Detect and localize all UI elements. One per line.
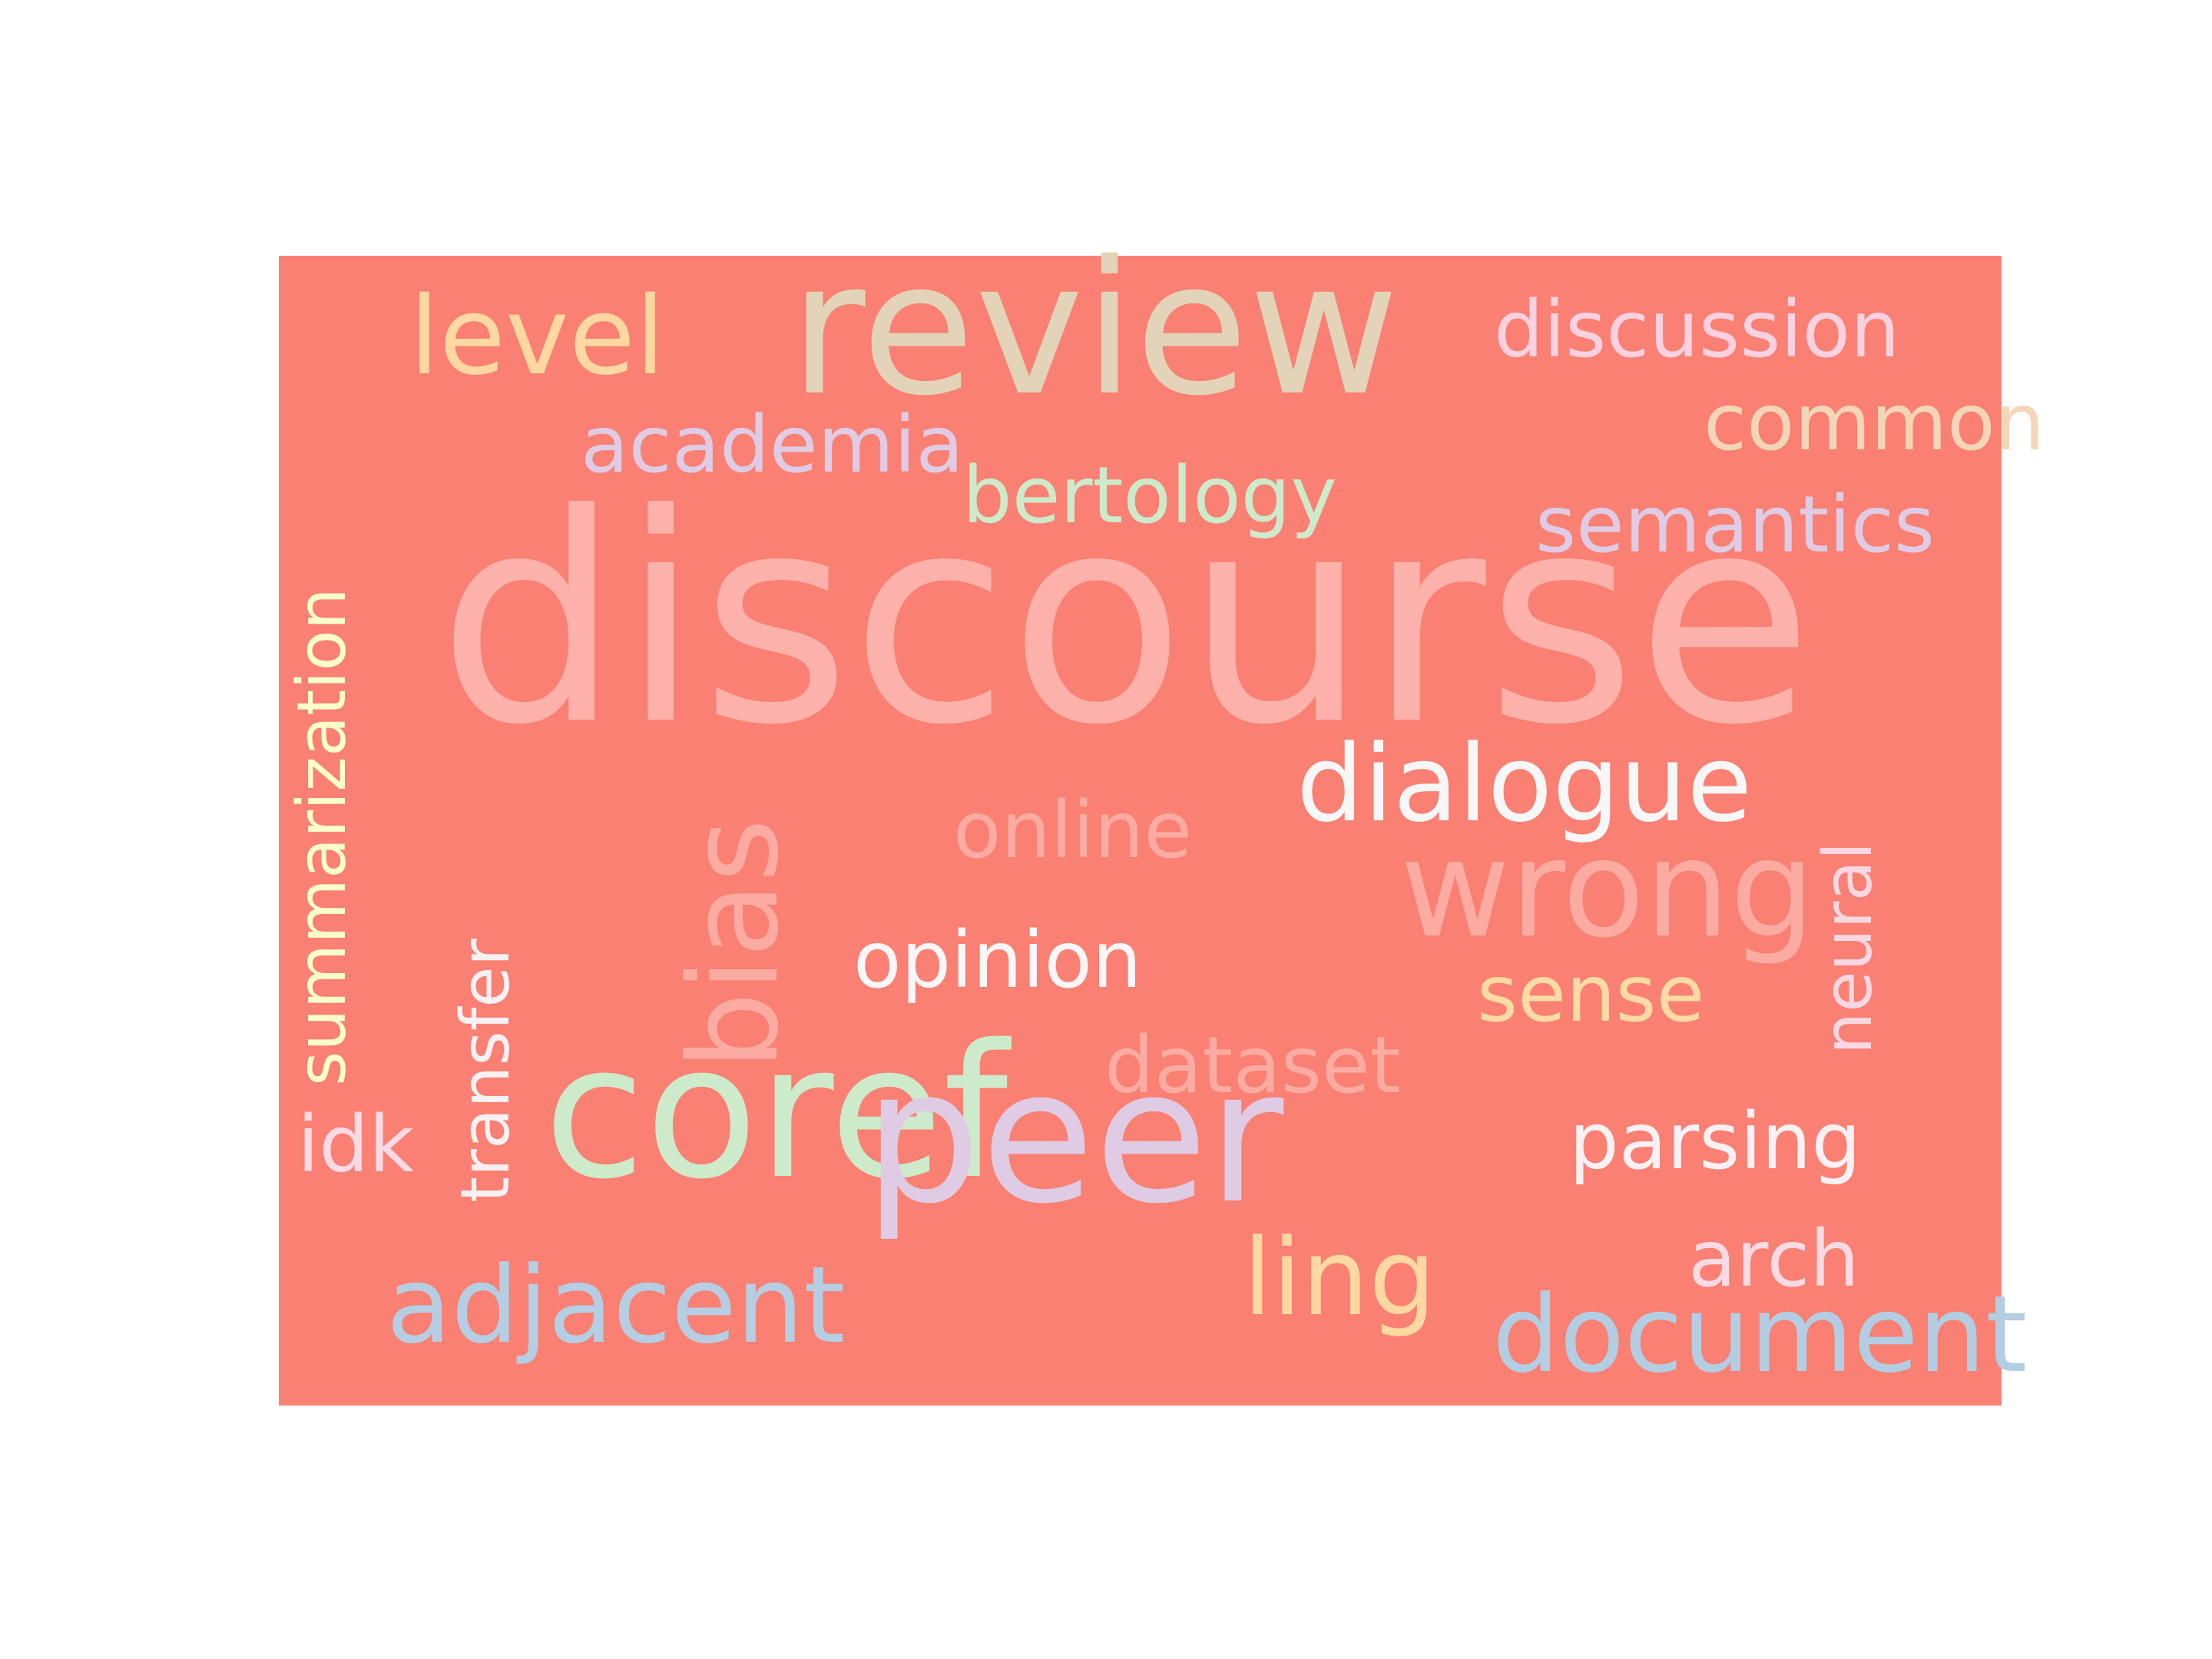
word-ling: ling xyxy=(1243,1216,1436,1339)
word-wrong: wrong xyxy=(1400,812,1816,968)
word-semantics: semantics xyxy=(1535,479,1935,571)
word-neural: neural xyxy=(1809,841,1887,1055)
word-discussion: discussion xyxy=(1494,284,1900,376)
word-online: online xyxy=(953,785,1193,876)
word-coref: coref xyxy=(544,1005,1008,1220)
word-transfer: transfer xyxy=(446,939,525,1203)
word-dataset: dataset xyxy=(1104,1020,1401,1111)
word-dialogue: dialogue xyxy=(1296,722,1753,846)
word-adjacent: adjacent xyxy=(386,1243,846,1367)
word-parsing: parsing xyxy=(1569,1096,1862,1187)
word-summarization: summarization xyxy=(283,588,361,1086)
word-sense: sense xyxy=(1477,949,1705,1040)
word-document: document xyxy=(1492,1273,2028,1396)
word-academia: academia xyxy=(581,399,964,491)
word-common: common xyxy=(1704,377,2045,469)
word-idk: idk xyxy=(297,1099,415,1190)
word-discourse: discourse xyxy=(438,453,1814,788)
word-peer: peer xyxy=(864,1029,1284,1244)
word-bias: bias xyxy=(662,818,806,1070)
word-cloud: discourse review coref peer dialogue wro… xyxy=(279,237,2045,1406)
word-level: level xyxy=(409,274,665,399)
word-bertology: bertology xyxy=(962,450,1337,541)
word-review: review xyxy=(790,221,1399,436)
word-opinion: opinion xyxy=(853,915,1142,1006)
word-arch: arch xyxy=(1688,1214,1859,1305)
